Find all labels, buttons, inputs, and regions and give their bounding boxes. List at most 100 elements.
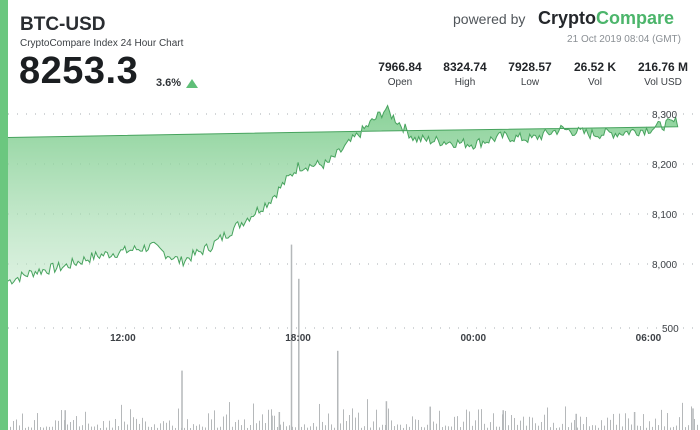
volume-bar: [277, 426, 278, 430]
volume-bar: [250, 425, 251, 430]
volume-bar: [652, 426, 653, 430]
y-tick-label: 8,200: [652, 160, 677, 171]
volume-bar: [532, 417, 533, 430]
y-tick-label: 8,000: [652, 260, 677, 271]
volume-bar: [517, 424, 518, 430]
volume-bar: [592, 425, 593, 430]
volume-bar: [100, 427, 101, 430]
volume-bar: [157, 427, 158, 430]
volume-bar: [409, 426, 410, 430]
x-axis-ticks: 12:00 18:00 00:00 06:00: [110, 333, 662, 344]
volume-bar: [442, 427, 443, 430]
volume-bar: [391, 420, 392, 430]
stat-vol-label: Vol: [588, 77, 602, 88]
volume-bar: [16, 419, 17, 430]
volume-bar: [175, 427, 176, 430]
volume-bar: [202, 426, 203, 430]
volume-bar: [61, 410, 62, 430]
volume-bar: [262, 414, 263, 430]
volume-bar: [88, 423, 89, 430]
stat-high-value: 8324.74: [443, 60, 487, 74]
volume-bar: [529, 416, 530, 430]
volume-bar: [70, 422, 71, 430]
volume-bar: [595, 425, 596, 430]
volume-bar: [289, 425, 290, 430]
volume-bar: [290, 244, 293, 430]
y-tick-label: 8,300: [652, 110, 677, 121]
volume-bar: [280, 424, 281, 430]
volume-bar: [364, 426, 365, 430]
brand-logo[interactable]: CryptoCompare: [538, 8, 674, 29]
volume-bar: [133, 417, 134, 430]
volume-bar: [301, 426, 302, 430]
volume-bar: [433, 421, 434, 430]
volume-bar: [361, 427, 362, 430]
volume-bar: [385, 424, 386, 430]
volume-bar: [91, 426, 92, 430]
volume-bar: [319, 403, 320, 430]
volume-bar: [82, 425, 83, 430]
volume-bar: [583, 424, 584, 430]
volume-bar: [508, 425, 509, 430]
stat-open-label: Open: [387, 77, 413, 88]
volume-bar: [244, 419, 245, 430]
volume-bar: [688, 425, 689, 430]
stat-low-value: 7928.57: [508, 60, 552, 74]
volume-bar: [631, 424, 632, 430]
timestamp: 21 Oct 2019 08:04 (GMT): [567, 34, 681, 45]
volume-bar: [151, 426, 152, 430]
volume-bar: [397, 424, 398, 430]
powered-by-label: powered by: [453, 11, 526, 27]
volume-bar: [451, 426, 452, 430]
volume-bar: [610, 419, 611, 430]
volume-bar: [580, 416, 581, 430]
volume-bar: [496, 426, 497, 430]
volume-bar: [544, 414, 545, 430]
volume-bar: [667, 413, 668, 430]
volume-bar: [388, 408, 389, 430]
volume-bar: [220, 426, 221, 430]
price-line: [7, 104, 679, 285]
x-tick-label: 18:00: [285, 333, 311, 344]
volume-bar: [658, 425, 659, 430]
volume-bar: [130, 409, 131, 430]
volume-bar: [358, 412, 359, 430]
y-axis-ticks: 8,300 8,200 8,100 8,000: [652, 110, 677, 271]
volume-bar: [523, 416, 524, 430]
stat-vol-usd-value: 216.76 M: [637, 60, 689, 74]
volume-bar: [436, 423, 437, 430]
volume-bar: [25, 427, 26, 430]
volume-bar: [106, 427, 107, 430]
volume-bar: [316, 426, 317, 430]
volume-bar: [19, 425, 20, 430]
volume-bar: [685, 427, 686, 430]
volume-bar: [526, 425, 527, 430]
y-tick-label: 8,100: [652, 210, 677, 221]
volume-bar: [28, 426, 29, 430]
x-tick-label: 06:00: [636, 333, 662, 344]
volume-bar: [538, 425, 539, 430]
volume-bar: [307, 427, 308, 430]
volume-bar: [613, 413, 614, 430]
volume-bar: [682, 402, 683, 430]
volume-bars: [10, 244, 698, 430]
volume-bar: [439, 410, 440, 430]
volume-bar: [352, 408, 353, 430]
volume-bar: [278, 412, 281, 430]
volume-bar: [640, 426, 641, 430]
volume-bar: [325, 425, 326, 430]
volume-bar: [565, 406, 566, 430]
stat-low: 7928.57 Low: [495, 60, 565, 88]
stat-vol-value: 26.52 K: [573, 60, 617, 74]
volume-bar: [694, 418, 695, 430]
volume-bar: [556, 427, 557, 430]
volume-bar: [454, 416, 455, 430]
volume-bar: [571, 422, 572, 430]
volume-bar: [637, 425, 638, 430]
volume-bar: [139, 423, 140, 430]
volume-bar: [406, 424, 407, 430]
volume-bar: [472, 425, 473, 430]
volume-bar: [67, 424, 68, 430]
volume-bar: [448, 426, 449, 430]
